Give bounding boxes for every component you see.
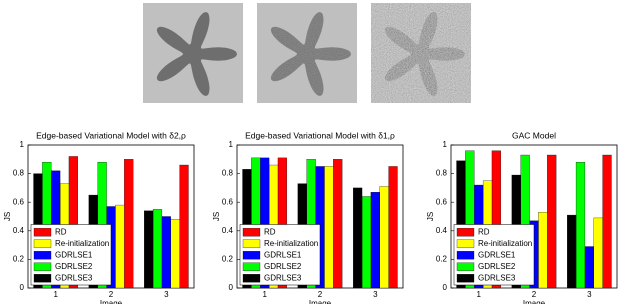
legend-label: RD <box>55 227 67 236</box>
x-tick-label: 2 <box>318 290 323 299</box>
chart-title: GAC Model <box>512 130 556 140</box>
star-shape <box>384 12 465 96</box>
bar <box>324 166 334 289</box>
bar <box>602 154 612 289</box>
legend-label: RD <box>264 227 276 236</box>
x-axis-label: Image <box>523 299 546 304</box>
legend-swatch <box>242 239 261 248</box>
x-axis-label: Image <box>309 299 332 304</box>
chart-title: Edge-based Variational Model with δ2,ρ <box>36 130 186 140</box>
y-axis-label: JS <box>3 212 12 221</box>
legend-label: GDRLSE1 <box>55 250 93 259</box>
x-axis-label: Image <box>100 299 123 304</box>
y-tick-label: 0.2 <box>436 255 448 264</box>
y-tick-label: 0.6 <box>436 197 448 206</box>
y-tick-label: 0.8 <box>222 169 234 178</box>
legend-swatch <box>456 251 475 260</box>
y-axis-label: JS <box>212 212 221 221</box>
x-tick-label: 3 <box>587 290 592 299</box>
legend-swatch <box>242 262 261 271</box>
legend-label: GDRLSE3 <box>264 273 302 282</box>
y-tick-label: 0.4 <box>436 226 448 235</box>
bar <box>584 246 594 289</box>
bar <box>361 196 372 289</box>
image <box>371 3 471 103</box>
x-tick-label: 3 <box>373 290 378 299</box>
y-tick-label: 1 <box>20 140 25 149</box>
bar <box>170 219 180 289</box>
bar <box>379 186 389 289</box>
legend-swatch <box>242 251 261 260</box>
x-tick-label: 2 <box>109 290 114 299</box>
bar <box>575 162 586 289</box>
image <box>257 3 357 103</box>
star-shape <box>156 12 237 96</box>
legend-label: GDRLSE2 <box>55 262 93 271</box>
bar <box>593 217 603 289</box>
bar <box>152 209 163 289</box>
y-tick-label: 0.6 <box>13 197 25 206</box>
bar <box>538 212 548 289</box>
y-tick-label: 0.4 <box>13 226 25 235</box>
legend-swatch <box>456 274 475 283</box>
bar <box>547 154 557 289</box>
y-tick-label: 0.2 <box>222 255 234 264</box>
legend-label: GDRLSE3 <box>478 273 516 282</box>
x-tick-label: 1 <box>53 290 58 299</box>
legend-swatch <box>242 274 261 283</box>
legend-label: RD <box>478 227 490 236</box>
x-tick-label: 1 <box>476 290 481 299</box>
y-tick-label: 1 <box>443 140 448 149</box>
legend-label: Re-initialization <box>478 239 532 248</box>
y-tick-label: 1 <box>229 140 234 149</box>
legend-label: GDRLSE2 <box>264 262 302 271</box>
y-tick-label: 0 <box>443 283 448 292</box>
legend-swatch <box>456 239 475 248</box>
legend-label: GDRLSE1 <box>264 250 302 259</box>
y-tick-label: 0 <box>229 283 234 292</box>
y-tick-label: 0.2 <box>13 255 25 264</box>
legend-swatch <box>33 262 52 271</box>
bar <box>567 214 577 289</box>
legend-swatch <box>456 262 475 271</box>
legend-label: Re-initialization <box>264 239 318 248</box>
bar <box>179 164 189 289</box>
x-tick-label: 1 <box>262 290 267 299</box>
y-tick-label: 0.8 <box>436 169 448 178</box>
bar <box>144 210 154 289</box>
y-tick-label: 0.8 <box>13 169 25 178</box>
bar <box>370 192 380 289</box>
y-tick-label: 0.6 <box>222 197 234 206</box>
legend-swatch <box>33 274 52 283</box>
legend-swatch <box>33 228 52 237</box>
legend-label: GDRLSE3 <box>55 273 93 282</box>
legend-swatch <box>33 239 52 248</box>
bar <box>333 159 343 289</box>
image <box>143 3 243 103</box>
y-tick-label: 0 <box>20 283 25 292</box>
bar <box>115 204 125 289</box>
legend-label: GDRLSE1 <box>478 250 516 259</box>
legend-label: Re-initialization <box>55 239 109 248</box>
bar <box>161 216 171 289</box>
bar <box>388 166 398 289</box>
bar <box>353 187 363 289</box>
y-tick-label: 0.4 <box>222 226 234 235</box>
bar <box>124 159 134 289</box>
star-shape <box>270 12 351 96</box>
chart-title: Edge-based Variational Model with δ1,ρ <box>245 130 395 140</box>
legend-swatch <box>33 251 52 260</box>
images <box>143 3 471 103</box>
y-axis-label: JS <box>426 212 435 221</box>
legend-swatch <box>456 228 475 237</box>
legend-label: GDRLSE2 <box>478 262 516 271</box>
x-tick-label: 3 <box>164 290 169 299</box>
x-tick-label: 2 <box>532 290 537 299</box>
legend-swatch <box>242 228 261 237</box>
